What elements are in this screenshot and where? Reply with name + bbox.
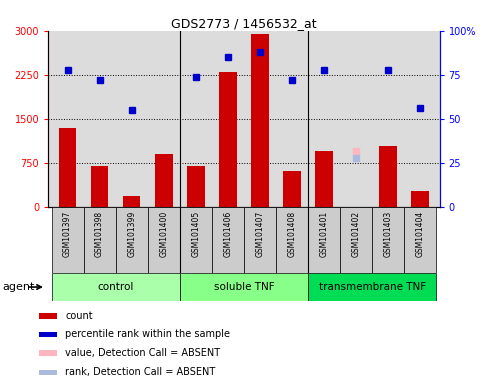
Text: GSM101408: GSM101408 [287,211,297,257]
Bar [283,171,301,207]
Bar [308,273,436,301]
Text: GSM101406: GSM101406 [223,211,232,257]
Title: GDS2773 / 1456532_at: GDS2773 / 1456532_at [171,17,317,30]
Text: value, Detection Call = ABSENT: value, Detection Call = ABSENT [65,348,220,358]
Text: agent: agent [2,282,35,292]
Bar [412,191,429,207]
Bar [39,350,57,356]
Text: percentile rank within the sample: percentile rank within the sample [65,329,230,339]
Text: GSM101398: GSM101398 [95,211,104,257]
Bar [148,207,180,273]
Text: count: count [65,311,93,321]
Text: GSM101404: GSM101404 [416,211,425,257]
Bar [372,207,404,273]
Text: GSM101402: GSM101402 [352,211,361,257]
Bar [187,166,205,207]
Bar [39,331,57,338]
Text: transmembrane TNF: transmembrane TNF [319,282,426,292]
Text: GSM101403: GSM101403 [384,211,393,257]
Bar [276,207,308,273]
Bar [404,207,436,273]
Bar [39,369,57,375]
Text: GSM101407: GSM101407 [256,211,265,257]
Bar [315,151,333,207]
Text: GSM101400: GSM101400 [159,211,168,257]
Bar [308,207,340,273]
Bar [59,128,76,207]
Bar [180,273,308,301]
Text: GSM101405: GSM101405 [191,211,200,257]
Bar [115,207,148,273]
Text: control: control [98,282,134,292]
Bar [180,207,212,273]
Bar [52,207,84,273]
Bar [84,207,115,273]
Text: GSM101397: GSM101397 [63,211,72,257]
Bar [244,207,276,273]
Bar [39,313,57,319]
Bar [212,207,244,273]
Text: rank, Detection Call = ABSENT: rank, Detection Call = ABSENT [65,367,215,377]
Bar [340,207,372,273]
Bar [155,154,172,207]
Bar [123,195,141,207]
Bar [219,72,237,207]
Bar [251,34,269,207]
Text: GSM101401: GSM101401 [320,211,328,257]
Text: soluble TNF: soluble TNF [213,282,274,292]
Bar [380,146,397,207]
Bar [52,273,180,301]
Text: GSM101399: GSM101399 [127,211,136,257]
Bar [91,166,108,207]
